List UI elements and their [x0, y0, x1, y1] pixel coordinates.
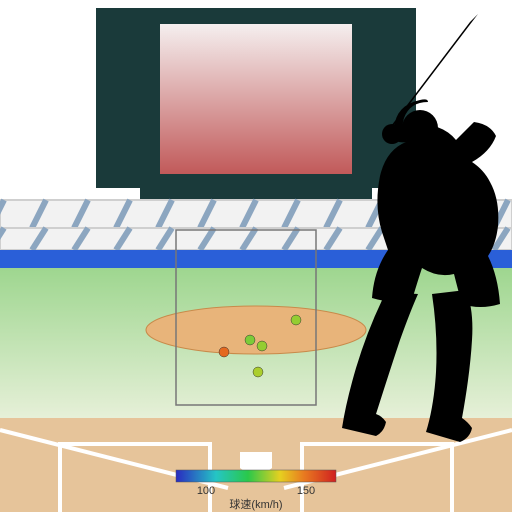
- legend-tick: 100: [197, 485, 215, 497]
- scoreboard-screen: [160, 24, 352, 174]
- pitch-marker: [219, 347, 229, 357]
- pitch-location-chart: 100 150 球速(km/h): [0, 0, 512, 512]
- legend-bar: [176, 470, 336, 482]
- pitchers-mound: [146, 306, 366, 354]
- pitch-marker: [253, 367, 263, 377]
- legend-tick: 150: [297, 485, 315, 497]
- pitch-marker: [245, 335, 255, 345]
- pitch-marker: [291, 315, 301, 325]
- hands: [382, 124, 402, 144]
- legend-label: 球速(km/h): [229, 497, 282, 511]
- pitch-marker: [257, 341, 267, 351]
